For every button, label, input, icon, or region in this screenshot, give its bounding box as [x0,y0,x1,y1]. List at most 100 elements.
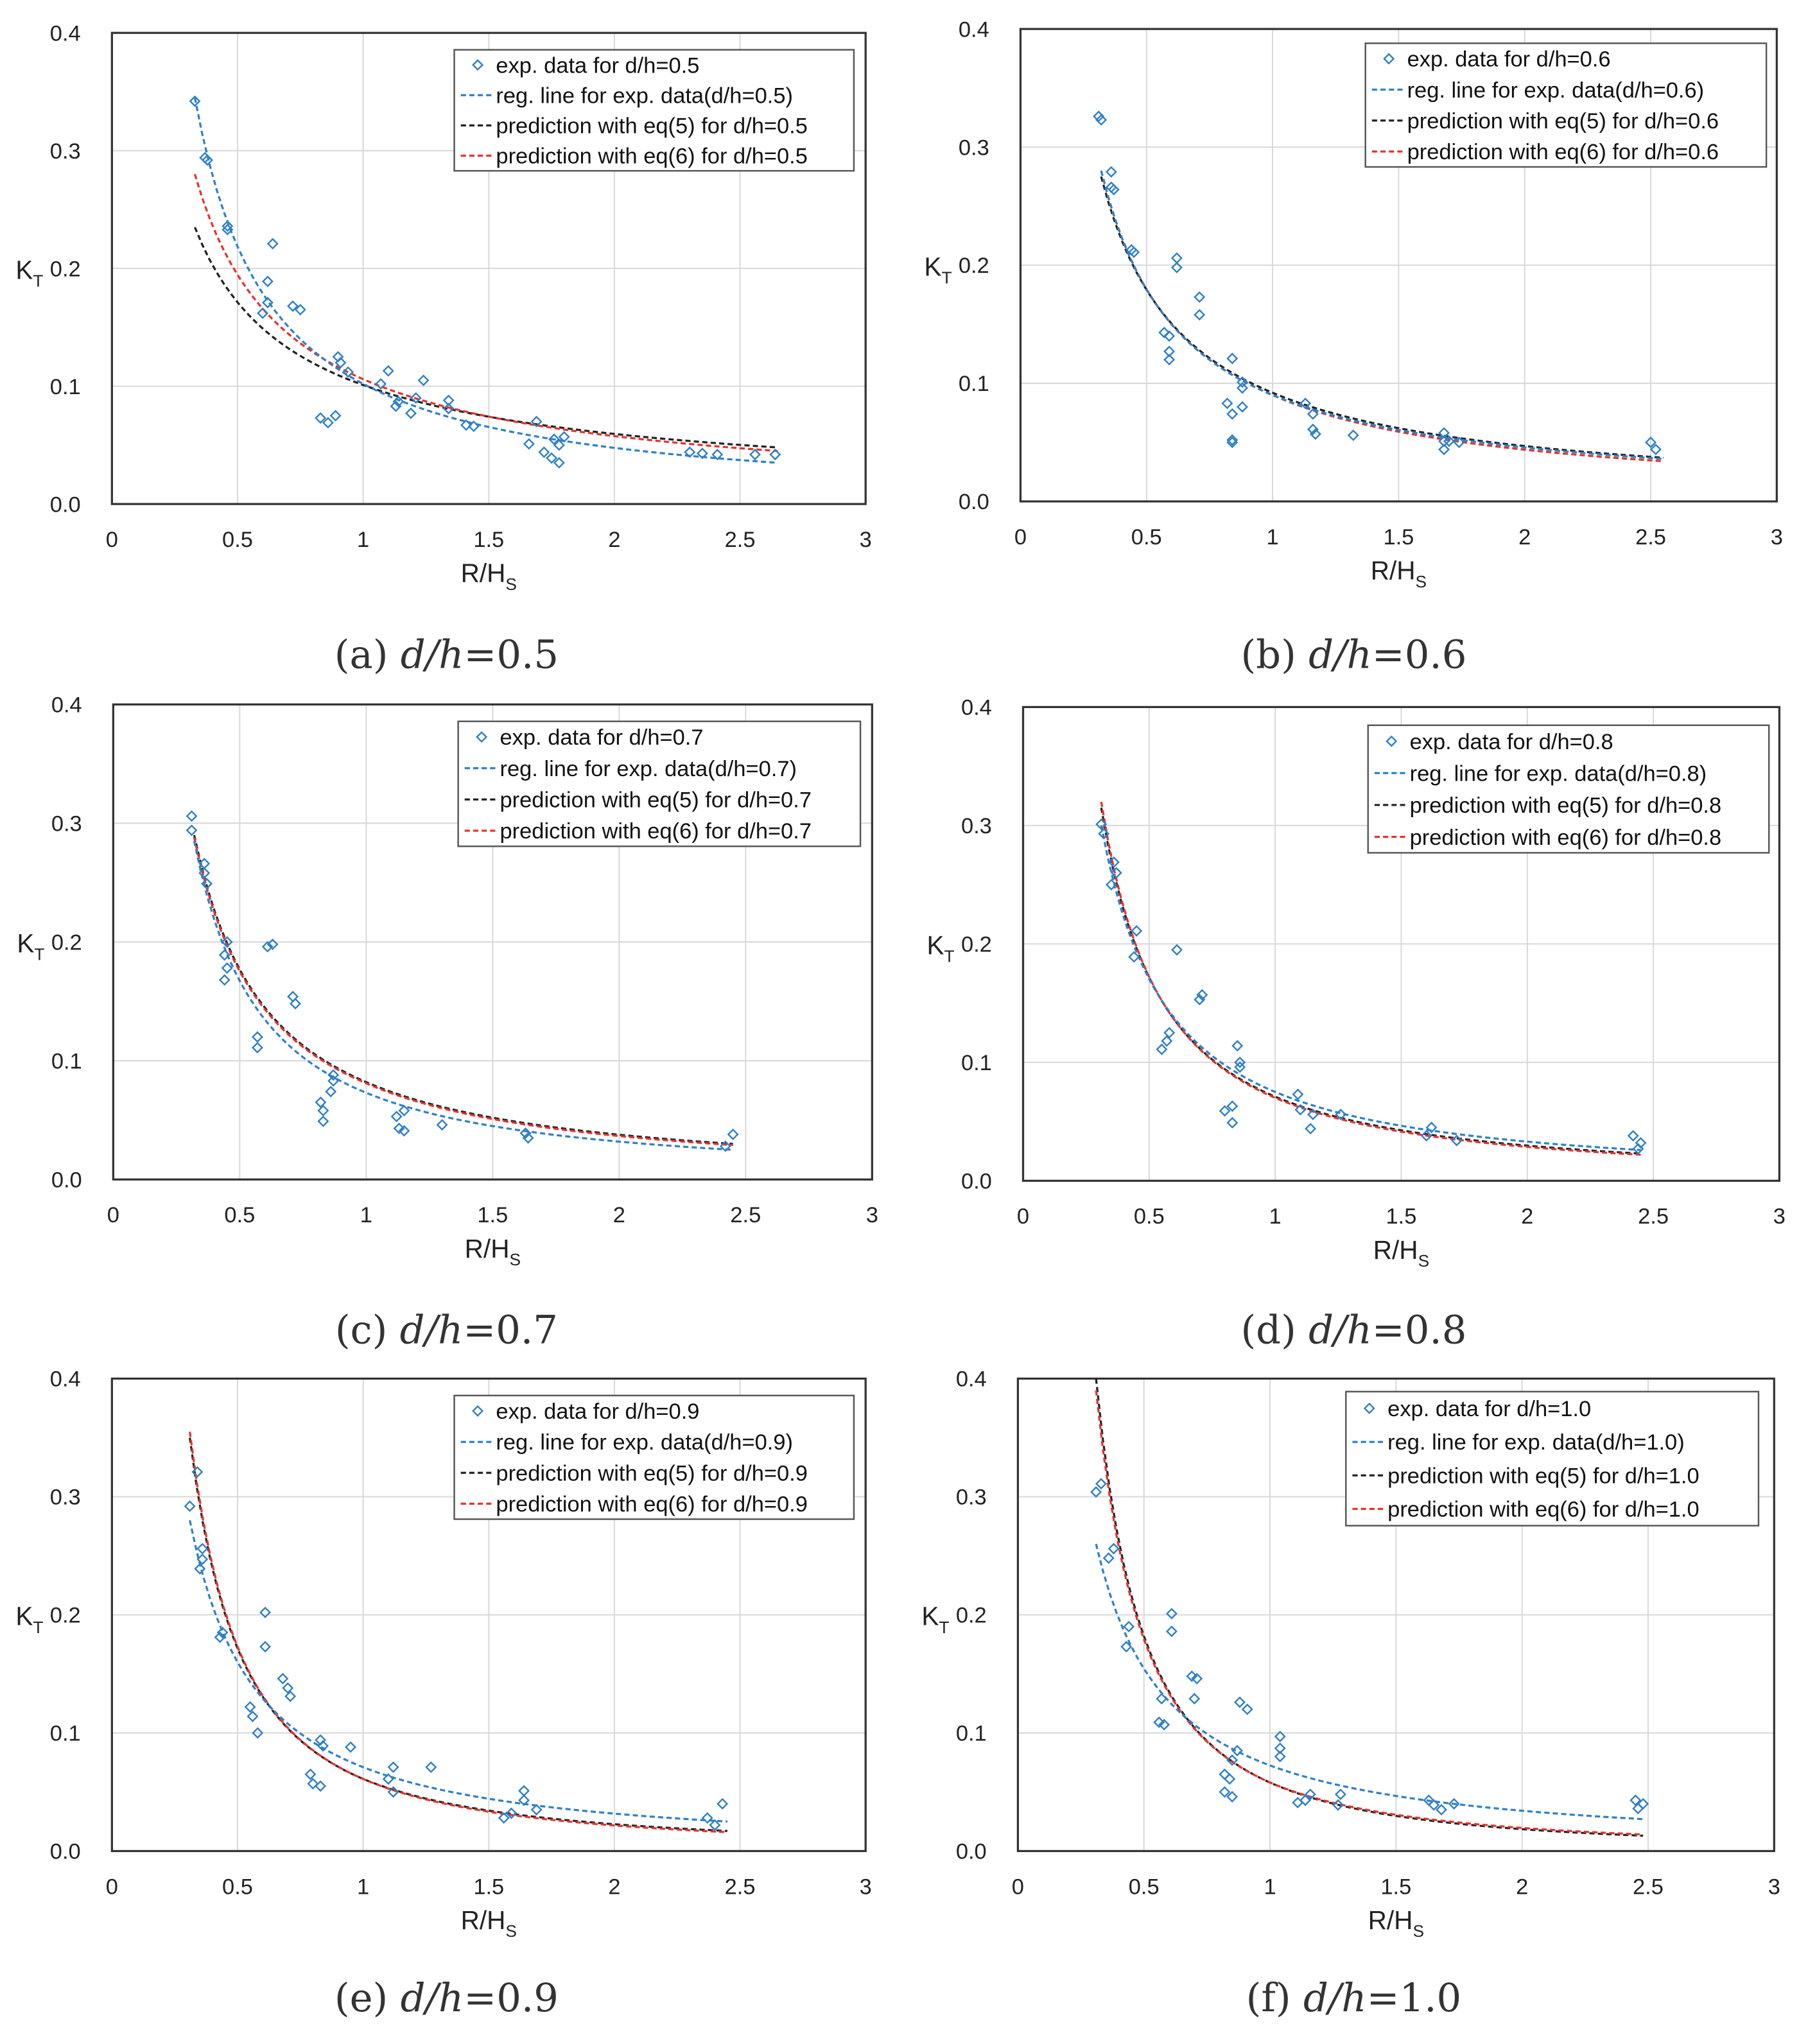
x-tick-label: 2 [1516,1875,1528,1899]
y-tick-label: 0.0 [961,1170,992,1194]
y-tick-label: 0.3 [51,811,82,836]
y-axis-label: KT [926,931,954,966]
exp-data-point [1163,1026,1176,1039]
y-tick-label: 0.1 [51,1049,82,1073]
exp-data-point [1307,423,1319,435]
y-tick-label: 0.4 [51,693,82,717]
y-axis-label: KT [17,929,44,964]
legend-entry: prediction with eq(5) for d/h=0.9 [496,1461,808,1485]
regression-line [193,97,778,464]
x-axis-label-subscript: S [1418,1251,1430,1270]
x-tick-label: 0 [106,1875,118,1899]
eq6-prediction-line [193,173,778,453]
legend-entry: reg. line for exp. data(d/h=0.8) [1410,761,1707,786]
exp-data-point [719,1140,731,1152]
regression-line [1100,825,1641,1151]
y-axis-label-subscript: T [941,268,952,287]
x-axis-label-subscript: S [505,1921,517,1941]
exp-data-point [709,1819,721,1831]
exp-data-point [244,1701,256,1713]
exp-data-point [1165,1625,1178,1638]
exp-data-point [1095,114,1108,126]
exp-data-point [266,238,279,250]
caption-value: =1.0 [1367,1976,1462,2021]
exp-data-point [1226,1754,1239,1766]
eq5-prediction-line [1100,176,1664,459]
exp-data-point [252,1727,264,1739]
exp-data-point [522,1132,534,1144]
caption-variable: d/h [401,1976,464,2021]
exp-data-point [259,1606,272,1618]
exp-data-point [189,95,201,107]
exp-data-point [417,374,430,386]
exp-data-point [498,1812,510,1824]
exp-data-point [548,433,561,446]
exp-data-point [1241,1703,1253,1715]
y-axis-label-main: K [15,1602,33,1631]
exp-data-point [390,400,402,412]
legend-entry: reg. line for exp. data(d/h=0.5) [496,83,793,108]
x-tick-label: 2 [1521,1204,1533,1229]
x-tick-label: 2.5 [1638,1204,1669,1229]
exp-data-point [1224,1773,1236,1785]
legend-entry: reg. line for exp. data(d/h=0.7) [500,757,797,781]
caption-variable: d/h [401,633,464,678]
exp-data-point [1233,1696,1246,1708]
exp-data-point [1428,1799,1440,1811]
x-axis-label: R/HS [461,1905,517,1941]
exp-data-point [1645,437,1657,449]
exp-data-point [251,1041,263,1053]
legend-box [453,49,855,172]
exp-data-point [382,1773,394,1785]
panel-caption: (d) d/h=0.8 [1240,1308,1466,1353]
legend-marker-diamond [1363,1402,1375,1414]
exp-data-point [382,365,394,377]
y-tick-label: 0.0 [51,1168,82,1192]
y-axis-label-main: K [17,929,34,958]
exp-data-point [194,1563,206,1575]
eq6-prediction-line [1100,801,1641,1156]
exp-data-point [442,403,455,415]
x-tick-label: 0 [1012,1875,1024,1899]
exp-data-point [196,1553,209,1566]
legend-entry: exp. data for d/h=0.7 [500,725,704,750]
exp-data-point [251,1031,263,1043]
caption-label: (a) [335,633,388,678]
exp-data-point [1226,434,1239,446]
x-tick-label: 3 [1768,1875,1780,1899]
exp-data-point [325,1086,337,1098]
eq6-prediction-line [193,837,733,1147]
legend-entry: prediction with eq(6) for d/h=0.8 [1410,826,1722,850]
legend-entry: exp. data for d/h=0.9 [496,1399,699,1424]
y-tick-label: 0.1 [959,372,989,396]
exp-data-point [1128,951,1140,963]
legend-marker-diamond [1383,53,1395,65]
x-tick-label: 0 [107,1203,119,1227]
exp-data-point [1156,1693,1168,1705]
exp-data-point [1304,1788,1316,1801]
exp-data-point [1236,376,1248,388]
x-axis-label: R/HS [465,1234,521,1269]
exp-data-point [1170,944,1183,956]
exp-data-point [1309,428,1321,440]
x-tick-label: 2 [613,1203,625,1227]
exp-data-point [1153,1716,1165,1728]
exp-data-point [198,867,211,879]
exp-data-point [1627,1130,1639,1142]
exp-data-point [315,1780,327,1792]
plot-frame [1019,28,1778,503]
y-tick-label: 0.2 [961,933,992,957]
exp-data-point [222,223,234,236]
exp-data-point [201,878,213,890]
legend-entry: exp. data for d/h=0.8 [1410,730,1613,754]
exp-data-point [769,449,781,461]
exp-data-point [290,998,302,1010]
legend-box [1364,42,1768,168]
exp-data-point [1158,1719,1170,1731]
exp-data-point [315,1096,327,1109]
y-tick-label: 0.2 [956,1604,987,1628]
panel-caption: (c) d/h=0.7 [335,1308,558,1353]
